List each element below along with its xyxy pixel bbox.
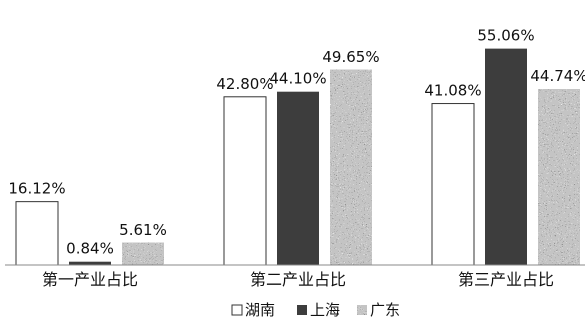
- bars-layer: [15, 48, 580, 266]
- bar-2-上海: [277, 91, 319, 265]
- value-label: 49.65%: [322, 48, 379, 66]
- value-label: 0.84%: [66, 240, 114, 258]
- value-label: 41.08%: [424, 82, 481, 100]
- bar-1-上海: [69, 261, 111, 265]
- value-label: 44.10%: [269, 70, 326, 88]
- value-label: 44.74%: [530, 67, 585, 85]
- legend-swatch-上海: [297, 305, 307, 315]
- legend-swatch-湖南: [231, 304, 243, 316]
- category-labels-layer: 第一产业占比 第二产业占比 第三产业占比: [42, 270, 554, 289]
- bar-3-上海: [485, 48, 527, 266]
- value-label: 42.80%: [216, 75, 273, 93]
- legend-swatch-广东: [357, 305, 367, 315]
- bar-2-广东: [330, 69, 372, 265]
- bar-3-湖南: [431, 103, 475, 266]
- bar-3-广东: [538, 89, 580, 265]
- legend: 湖南 上海 广东: [231, 301, 400, 319]
- bar-2-湖南: [223, 96, 267, 266]
- legend-label: 广东: [370, 301, 400, 319]
- bar-1-湖南: [15, 201, 59, 266]
- value-label: 55.06%: [477, 27, 534, 45]
- legend-label: 湖南: [245, 301, 275, 319]
- bar-1-广东: [122, 242, 164, 265]
- value-label: 16.12%: [8, 180, 65, 198]
- category-label: 第二产业占比: [250, 270, 346, 289]
- category-label: 第一产业占比: [42, 270, 138, 289]
- value-label: 5.61%: [119, 221, 167, 239]
- category-label: 第三产业占比: [458, 270, 554, 289]
- legend-label: 上海: [310, 301, 340, 319]
- value-labels-layer: 16.12% 0.84% 5.61% 42.80%44.10% 49.65% 41.08%…: [8, 27, 585, 258]
